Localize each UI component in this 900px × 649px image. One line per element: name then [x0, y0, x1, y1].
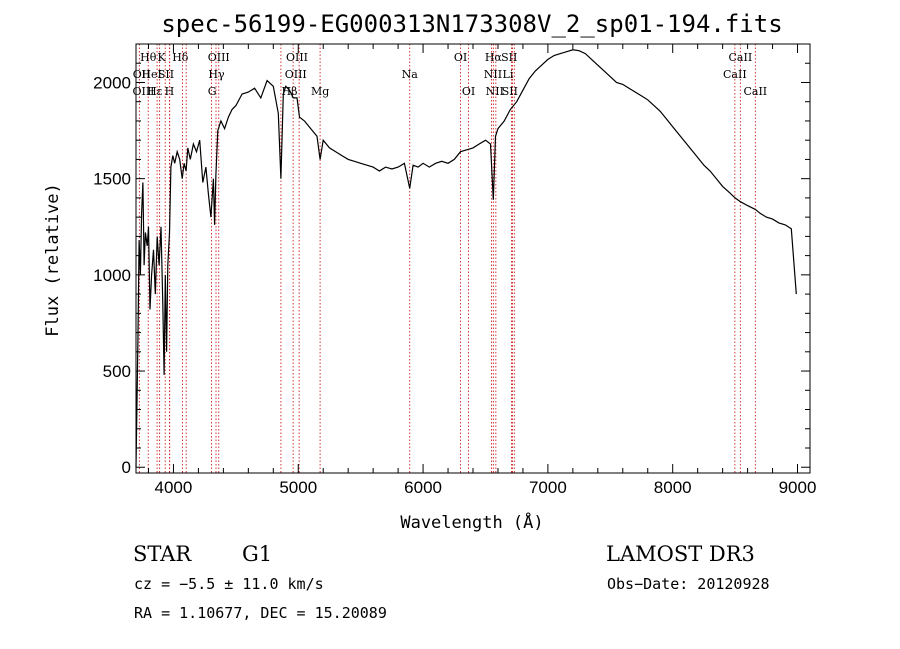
line-label-22: Li	[503, 68, 514, 81]
line-label-4: HeI	[141, 68, 161, 81]
line-label-6: SII	[158, 68, 174, 81]
spectral-line-labels: Hθ OII OIII K HeI Hε SII H Hδ OIII Hγ G OIII OIII Hβ Mg…	[132, 51, 767, 98]
survey-name: LAMOST DR3	[606, 542, 755, 566]
x-tick-label-0: 4000	[155, 478, 193, 497]
line-label-5: Hε	[147, 85, 163, 98]
coordinates-text: RA = 1.10677, DEC = 15.20089	[134, 604, 387, 622]
chart-title: spec-56199-EG000313N173308V_2_sp01-194.f…	[161, 10, 782, 38]
line-label-19: Hα	[485, 51, 503, 64]
line-label-25: CaII	[723, 68, 747, 81]
line-label-10: Hγ	[208, 68, 225, 81]
x-tick-label-2: 6000	[404, 478, 442, 497]
y-tick-label-2: 1000	[93, 266, 131, 285]
line-label-26: CaII	[729, 51, 753, 64]
line-label-2: OIII	[132, 85, 154, 98]
line-label-8: Hδ	[172, 51, 189, 64]
axis-ticks: 4000 5000 6000 7000 8000 9000 0 500 1000 1500 2000	[93, 43, 817, 497]
line-label-24: SII	[502, 85, 518, 98]
x-tick-label-5: 9000	[779, 478, 817, 497]
x-tick-label-3: 7000	[529, 478, 567, 497]
line-label-12: OIII	[286, 51, 308, 64]
line-label-21: NII	[484, 68, 502, 81]
line-label-11: G	[208, 85, 217, 98]
line-label-3: K	[157, 51, 166, 64]
line-label-18: OI	[462, 85, 475, 98]
line-label-23: NII	[486, 85, 504, 98]
x-tick-label-4: 8000	[654, 478, 692, 497]
line-label-1: OII	[133, 68, 151, 81]
redshift-text: cz = −5.5 ± 11.0 km/s	[134, 575, 324, 593]
line-label-15: Mg	[311, 85, 329, 98]
observation-date: Obs−Date: 20120928	[607, 575, 770, 593]
line-label-14: Hβ	[282, 85, 298, 98]
line-label-13: OIII	[285, 68, 307, 81]
line-label-16: Na	[402, 68, 419, 81]
x-tick-label-1: 5000	[279, 478, 317, 497]
y-axis-label: Flux (relative)	[43, 183, 63, 337]
line-label-27: CaII	[743, 85, 767, 98]
object-subclass: G1	[242, 542, 272, 566]
line-label-0: Hθ	[140, 51, 157, 64]
plot-frame	[135, 43, 811, 474]
y-tick-label-3: 1500	[93, 170, 131, 189]
x-axis-label: Wavelength (Å)	[400, 511, 543, 533]
line-label-7: H	[165, 85, 175, 98]
y-tick-label-4: 2000	[93, 73, 131, 92]
object-class: STAR	[133, 542, 192, 566]
y-tick-label-1: 500	[103, 362, 131, 381]
line-label-17: OI	[454, 51, 467, 64]
y-tick-label-0: 0	[122, 458, 131, 477]
spectral-line-markers	[138, 44, 756, 473]
spectrum-series	[135, 49, 797, 468]
line-label-20: SII	[501, 51, 517, 64]
line-label-9: OIII	[208, 51, 230, 64]
